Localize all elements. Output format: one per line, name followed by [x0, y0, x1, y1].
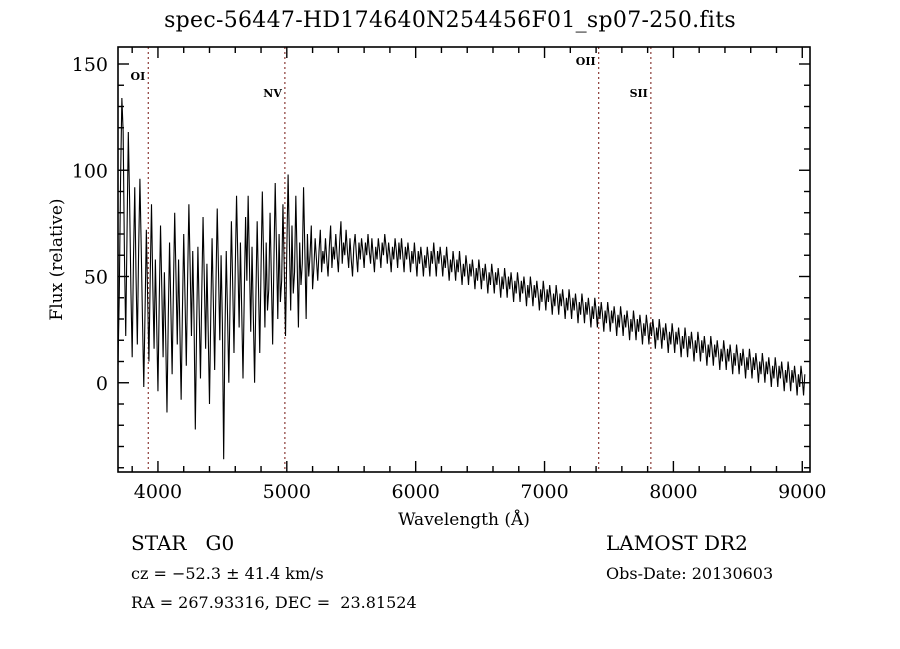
- xtick-label: 8000: [649, 481, 697, 503]
- metadata-left-column: STAR G0 cz = −52.3 ± 41.4 km/s RA = 267.…: [131, 533, 551, 624]
- xtick-label: 5000: [263, 481, 311, 503]
- xtick-label: 6000: [391, 481, 439, 503]
- spectral-line-label-nv: NV: [263, 87, 282, 100]
- spectral-line-label-oi: OI: [131, 70, 146, 83]
- redshift-velocity-label: cz = −52.3 ± 41.4 km/s: [131, 564, 324, 583]
- axis-tick-labels: 4000 5000 6000 7000 8000 9000 0 50 100 150: [72, 54, 827, 503]
- xtick-label: 4000: [134, 481, 182, 503]
- spectral-line-label-oii: OII: [576, 55, 596, 68]
- spectrum-trace: [118, 97, 806, 460]
- plot-frame: [117, 46, 811, 473]
- coordinates-label: RA = 267.93316, DEC = 23.81524: [131, 593, 417, 612]
- metadata-right-column: LAMOST DR2 Obs-Date: 20130603: [606, 533, 886, 595]
- ytick-label: 100: [72, 160, 108, 182]
- spectrum-trace-group: [118, 97, 806, 460]
- xtick-label: 7000: [520, 481, 568, 503]
- metadata-block: STAR G0 cz = −52.3 ± 41.4 km/s RA = 267.…: [0, 533, 900, 643]
- ytick-label: 150: [72, 54, 108, 76]
- ytick-label: 0: [96, 373, 108, 395]
- xtick-label: 9000: [778, 481, 826, 503]
- ytick-label: 50: [84, 267, 108, 289]
- spectral-line-label-sii: SII: [630, 87, 648, 100]
- survey-label: LAMOST DR2: [606, 531, 748, 555]
- axis-ticks: [118, 47, 810, 472]
- page-title: spec-56447-HD174640N254456F01_sp07-250.f…: [164, 8, 736, 33]
- y-axis-title: Flux (relative): [47, 198, 67, 320]
- x-axis-title: Wavelength (Å): [398, 509, 530, 530]
- observation-date-label: Obs-Date: 20130603: [606, 564, 774, 583]
- spectral-line-markers: OI NV OII SII: [131, 47, 652, 472]
- object-type-label: STAR G0: [131, 531, 235, 555]
